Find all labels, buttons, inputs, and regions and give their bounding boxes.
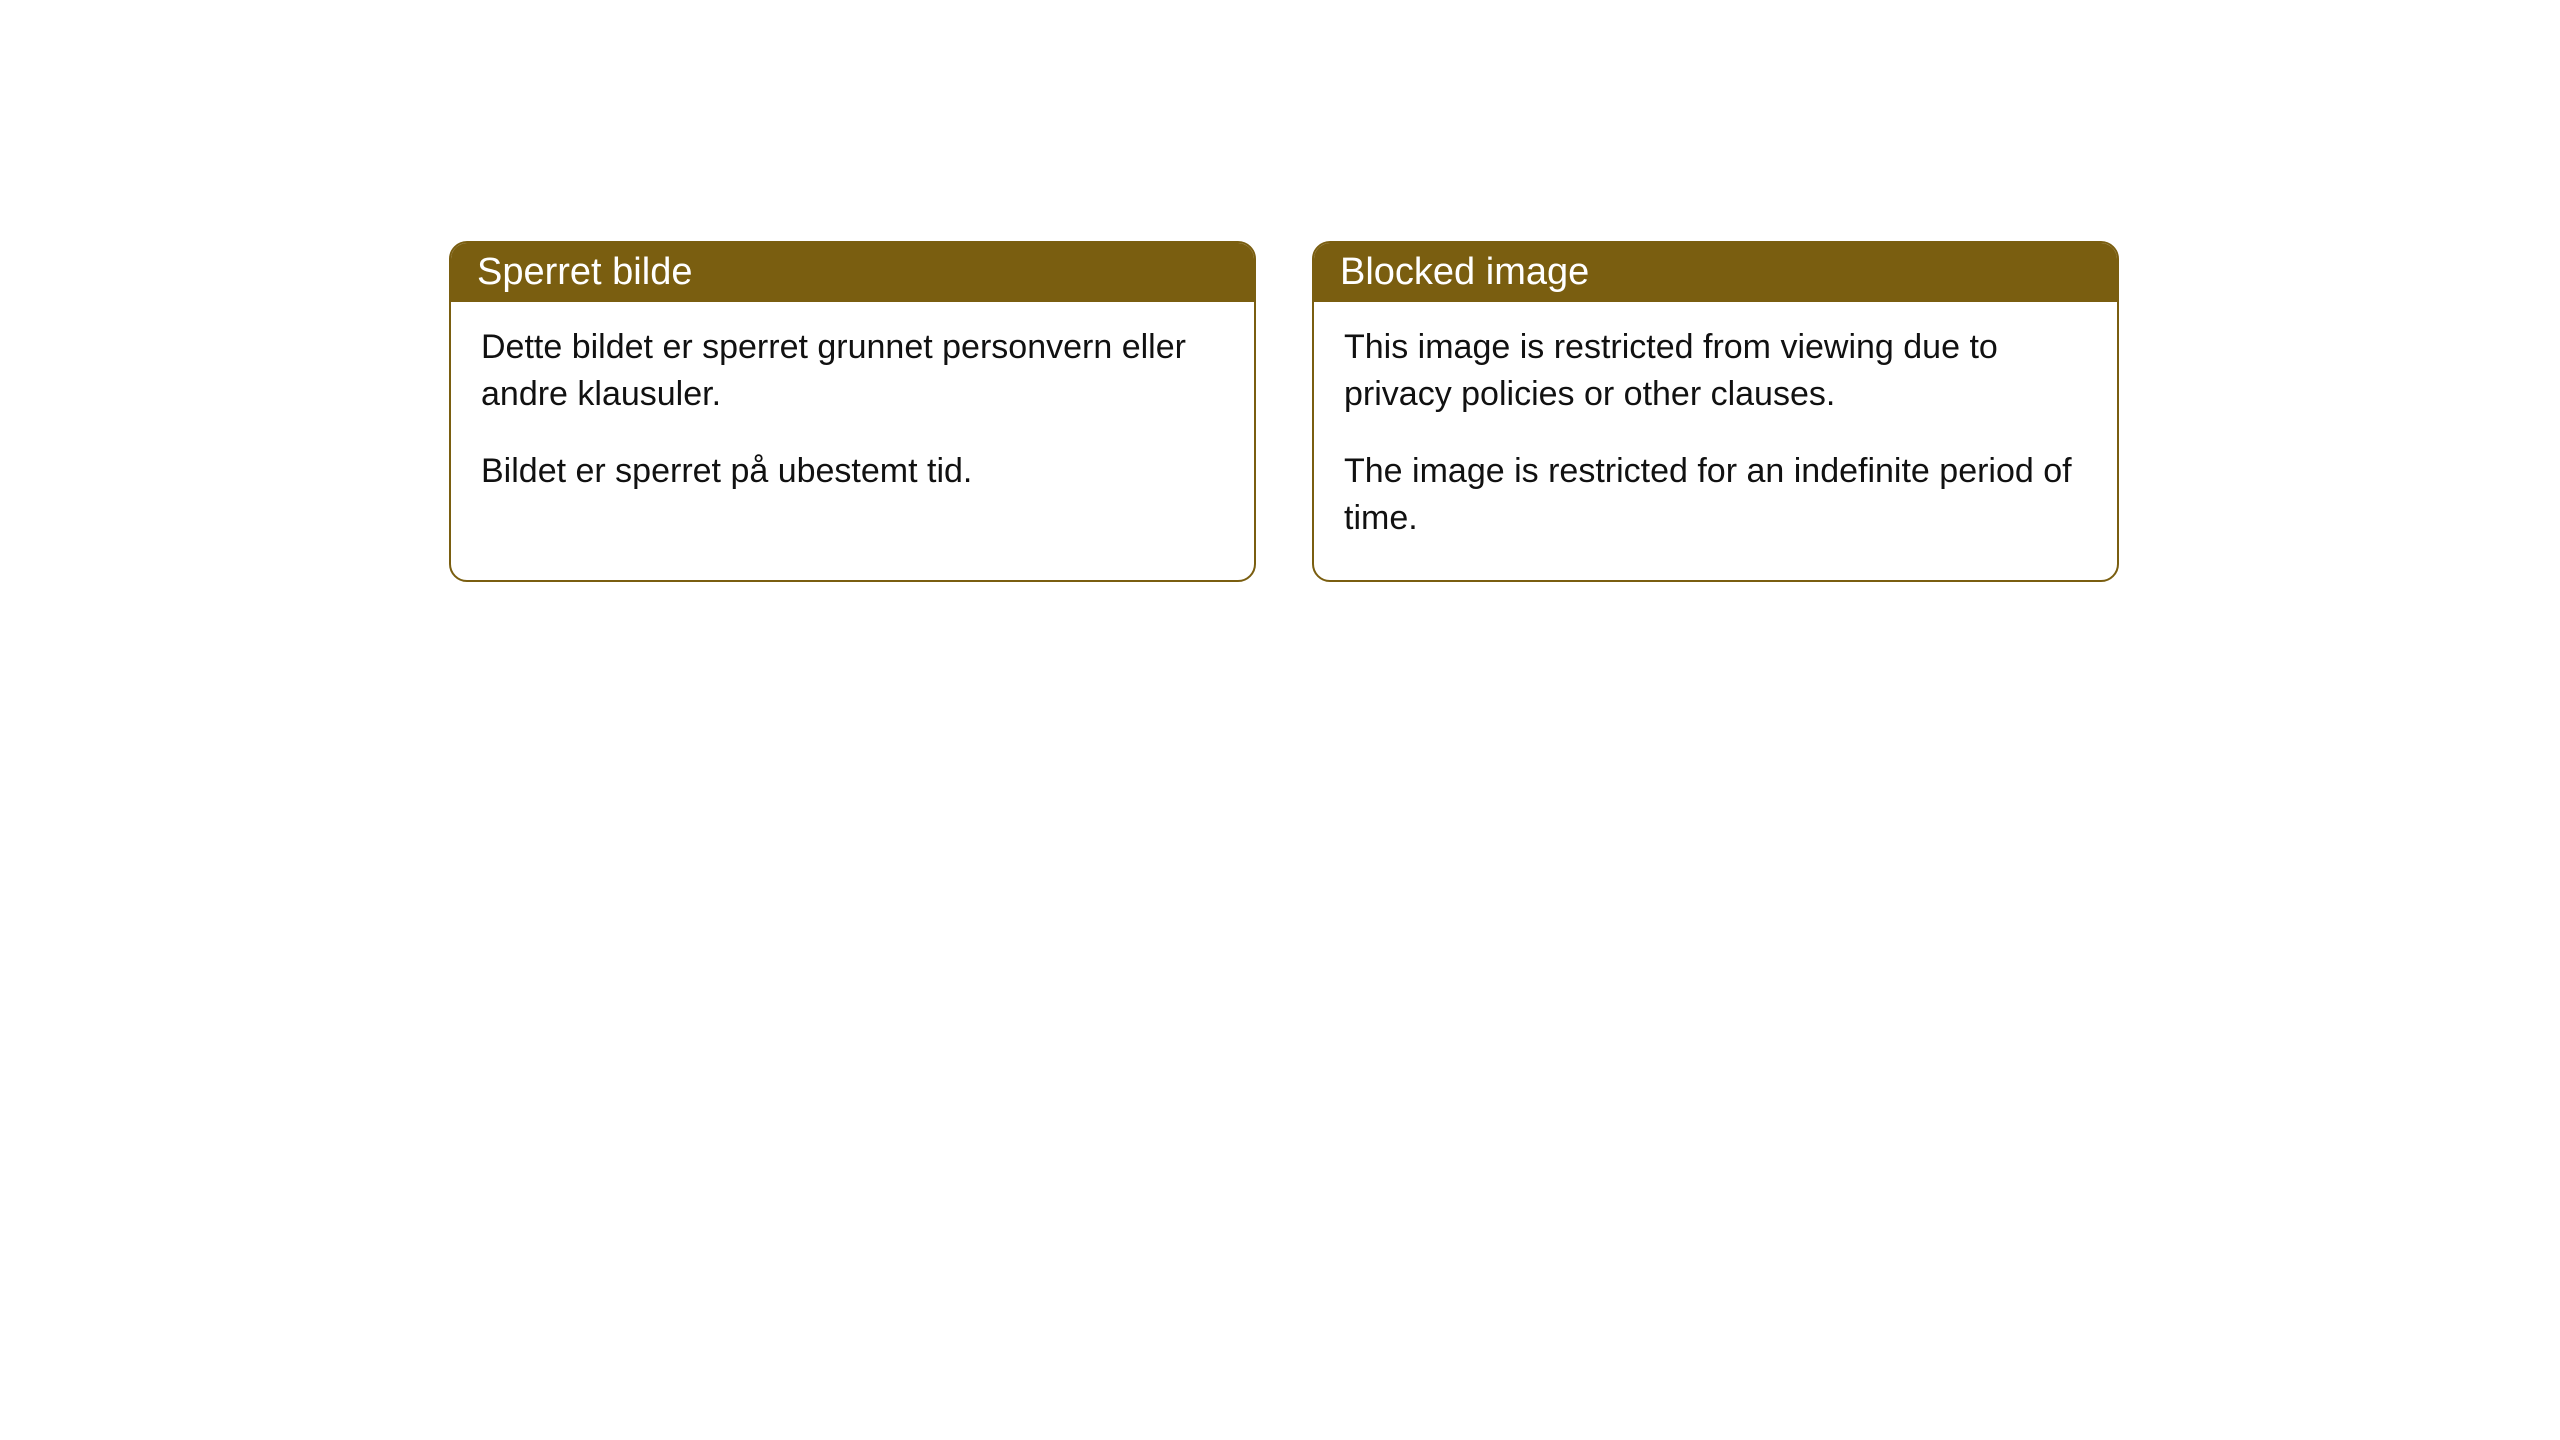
card-header: Sperret bilde [451,243,1254,302]
card-title: Sperret bilde [477,251,692,293]
notice-card-english: Blocked image This image is restricted f… [1312,241,2119,582]
card-body: Dette bildet er sperret grunnet personve… [451,302,1254,533]
card-header: Blocked image [1314,243,2117,302]
notice-cards-container: Sperret bilde Dette bildet er sperret gr… [449,241,2119,582]
card-paragraph: Dette bildet er sperret grunnet personve… [481,324,1224,418]
card-paragraph: The image is restricted for an indefinit… [1344,448,2087,542]
card-paragraph: This image is restricted from viewing du… [1344,324,2087,418]
card-body: This image is restricted from viewing du… [1314,302,2117,580]
notice-card-norwegian: Sperret bilde Dette bildet er sperret gr… [449,241,1256,582]
card-paragraph: Bildet er sperret på ubestemt tid. [481,448,1224,495]
card-title: Blocked image [1340,251,1589,293]
